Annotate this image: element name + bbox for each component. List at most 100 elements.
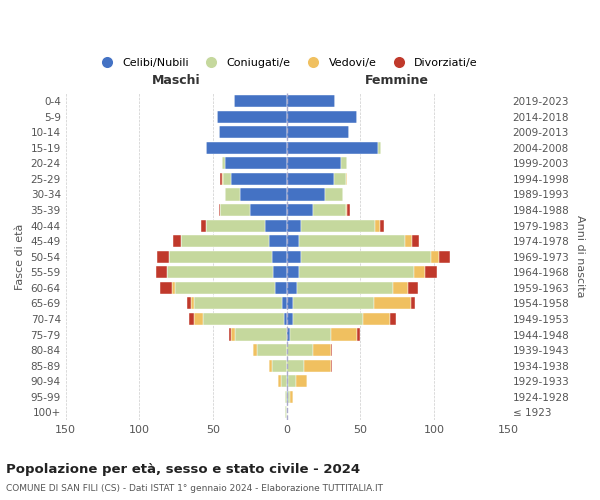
Bar — [222, 173, 223, 185]
Bar — [404, 235, 412, 247]
Bar — [173, 235, 181, 247]
Bar — [219, 126, 287, 138]
Bar — [201, 220, 206, 232]
Bar — [287, 204, 313, 216]
Bar — [287, 126, 349, 138]
Bar — [313, 344, 331, 356]
Bar — [181, 235, 269, 247]
Bar — [287, 328, 290, 340]
Bar — [281, 375, 287, 388]
Bar — [283, 298, 287, 310]
Bar — [347, 204, 350, 216]
Bar — [272, 360, 287, 372]
Bar — [223, 173, 231, 185]
Bar — [297, 282, 393, 294]
Bar — [206, 142, 287, 154]
Bar — [287, 344, 313, 356]
Bar — [304, 360, 331, 372]
Text: Maschi: Maschi — [152, 74, 200, 87]
Bar — [157, 250, 169, 263]
Bar — [358, 328, 361, 340]
Bar — [222, 158, 225, 170]
Bar — [393, 282, 407, 294]
Bar — [217, 110, 287, 123]
Bar — [290, 390, 293, 403]
Bar — [225, 188, 239, 200]
Bar — [233, 95, 287, 107]
Bar — [287, 173, 334, 185]
Bar — [155, 266, 167, 278]
Bar — [412, 235, 419, 247]
Bar — [167, 266, 274, 278]
Bar — [265, 220, 287, 232]
Bar — [431, 250, 439, 263]
Y-axis label: Fasce di età: Fasce di età — [15, 224, 25, 290]
Text: Femmine: Femmine — [365, 74, 429, 87]
Bar — [169, 250, 272, 263]
Bar — [250, 204, 287, 216]
Bar — [272, 250, 287, 263]
Bar — [220, 173, 222, 185]
Bar — [407, 282, 418, 294]
Bar — [287, 95, 335, 107]
Bar — [299, 266, 413, 278]
Text: COMUNE DI SAN FILI (CS) - Dati ISTAT 1° gennaio 2024 - Elaborazione TUTTITALIA.I: COMUNE DI SAN FILI (CS) - Dati ISTAT 1° … — [6, 484, 383, 493]
Bar — [287, 266, 299, 278]
Bar — [239, 188, 287, 200]
Bar — [425, 266, 437, 278]
Bar — [378, 142, 381, 154]
Bar — [296, 375, 307, 388]
Bar — [278, 375, 281, 388]
Bar — [287, 235, 299, 247]
Bar — [287, 360, 304, 372]
Bar — [301, 250, 431, 263]
Bar — [293, 313, 364, 325]
Bar — [235, 328, 287, 340]
Bar — [203, 313, 284, 325]
Bar — [410, 298, 415, 310]
Bar — [375, 220, 380, 232]
Bar — [374, 298, 410, 310]
Bar — [287, 220, 301, 232]
Bar — [325, 188, 343, 200]
Bar — [299, 235, 404, 247]
Bar — [301, 220, 375, 232]
Bar — [287, 158, 341, 170]
Bar — [191, 298, 194, 310]
Legend: Celibi/Nubili, Coniugati/e, Vedovi/e, Divorziati/e: Celibi/Nubili, Coniugati/e, Vedovi/e, Di… — [91, 53, 482, 72]
Bar — [229, 328, 231, 340]
Bar — [380, 220, 384, 232]
Bar — [290, 328, 331, 340]
Bar — [346, 173, 347, 185]
Bar — [175, 282, 275, 294]
Bar — [284, 313, 287, 325]
Bar — [313, 204, 346, 216]
Bar — [231, 328, 235, 340]
Bar — [331, 344, 332, 356]
Bar — [439, 250, 451, 263]
Bar — [194, 313, 203, 325]
Bar — [220, 204, 250, 216]
Bar — [287, 142, 378, 154]
Bar — [287, 250, 301, 263]
Bar — [187, 298, 191, 310]
Bar — [275, 282, 287, 294]
Bar — [274, 266, 287, 278]
Bar — [287, 188, 325, 200]
Bar — [287, 390, 288, 403]
Bar — [285, 406, 287, 418]
Bar — [331, 328, 358, 340]
Bar — [334, 173, 346, 185]
Bar — [160, 282, 172, 294]
Bar — [346, 204, 347, 216]
Bar — [206, 220, 265, 232]
Bar — [194, 298, 283, 310]
Bar — [225, 158, 287, 170]
Bar — [293, 298, 374, 310]
Text: Popolazione per età, sesso e stato civile - 2024: Popolazione per età, sesso e stato civil… — [6, 462, 360, 475]
Bar — [253, 344, 257, 356]
Y-axis label: Anni di nascita: Anni di nascita — [575, 216, 585, 298]
Bar — [413, 266, 425, 278]
Bar — [231, 173, 287, 185]
Bar — [287, 298, 293, 310]
